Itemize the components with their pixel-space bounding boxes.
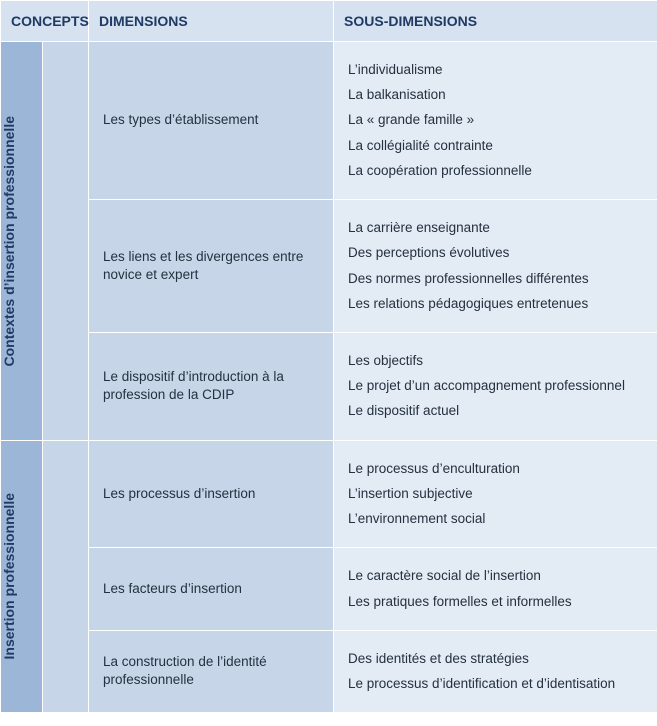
sous-dimension-item: L’individualisme <box>348 61 643 79</box>
sous-dimension-item: Des normes professionnelles différentes <box>348 270 643 288</box>
table-header-row: CONCEPTS DIMENSIONS SOUS-DIMENSIONS <box>1 1 657 42</box>
sous-dimension-item: La carrière enseignante <box>348 219 643 237</box>
concept-spacer <box>43 42 89 441</box>
dimension-cell: Les liens et les divergences entre novic… <box>89 200 334 333</box>
dimension-cell: Les facteurs d’insertion <box>89 548 334 630</box>
dimension-cell: Les types d’établissement <box>89 42 334 200</box>
sous-dimension-item: La coopération professionnelle <box>348 162 643 180</box>
sous-dimension-item: La « grande famille » <box>348 111 643 129</box>
dimension-cell: Le dispositif d’introduction à la profes… <box>89 332 334 440</box>
sous-dimension-item: La collégialité contrainte <box>348 137 643 155</box>
sous-dimension-item: Des identités et des stratégies <box>348 650 643 668</box>
table-row: Le dispositif d’introduction à la profes… <box>1 332 657 440</box>
concept-spacer <box>43 440 89 713</box>
sous-dimension-item: L’insertion subjective <box>348 485 643 503</box>
sous-dimension-item: Les relations pédagogiques entretenues <box>348 295 643 313</box>
table-row: Insertion professionnelleLes processus d… <box>1 440 657 548</box>
sous-dimension-cell: Le processus d’enculturation L’insertion … <box>334 440 657 548</box>
table-row: Contextes d’insertion professionnelleLes… <box>1 42 657 200</box>
sous-dimension-item: La balkanisation <box>348 86 643 104</box>
sous-dimension-item: Le caractère social de l’insertion <box>348 567 643 585</box>
table-row: Les liens et les divergences entre novic… <box>1 200 657 333</box>
dimension-cell: Les processus d’insertion <box>89 440 334 548</box>
sous-dimension-cell: Le caractère social de l’insertion Les pr… <box>334 548 657 630</box>
dimension-cell: La construction de l’identité profession… <box>89 630 334 712</box>
sous-dimension-cell: Des identités et des stratégies Le proces… <box>334 630 657 712</box>
sous-dimension-item: Les objectifs <box>348 352 643 370</box>
sous-dimension-cell: L’individualisme La balkanisation La « gra… <box>334 42 657 200</box>
table-row: Les facteurs d’insertionLe caractère soc… <box>1 548 657 630</box>
header-sous-dimensions: SOUS-DIMENSIONS <box>334 1 657 42</box>
sous-dimension-item: L’environnement social <box>348 510 643 528</box>
concept-band: Contextes d’insertion professionnelle <box>1 42 43 441</box>
concept-band: Insertion professionnelle <box>1 440 43 713</box>
sous-dimension-item: Le processus d’enculturation <box>348 460 643 478</box>
concepts-table: CONCEPTS DIMENSIONS SOUS-DIMENSIONS Cont… <box>0 0 657 713</box>
table-body: Contextes d’insertion professionnelle Les… <box>1 42 657 713</box>
sous-dimension-cell: Les objectifs Le projet d’un accompagneme… <box>334 332 657 440</box>
sous-dimension-cell: La carrière enseignante Des perceptions é… <box>334 200 657 333</box>
sous-dimension-item: Des perceptions évolutives <box>348 244 643 262</box>
sous-dimension-item: Le projet d’un accompagnement profession… <box>348 377 643 395</box>
header-concepts: CONCEPTS <box>1 1 89 42</box>
sous-dimension-item: Les pratiques formelles et informelles <box>348 593 643 611</box>
concept-label: Insertion professionnelle <box>1 485 42 667</box>
table-row: La construction de l’identité profession… <box>1 630 657 712</box>
header-dimensions: DIMENSIONS <box>89 1 334 42</box>
sous-dimension-item: Le dispositif actuel <box>348 402 643 420</box>
sous-dimension-item: Le processus d’identification et d’ident… <box>348 675 643 693</box>
concept-label: Contextes d’insertion professionnelle <box>1 108 42 375</box>
